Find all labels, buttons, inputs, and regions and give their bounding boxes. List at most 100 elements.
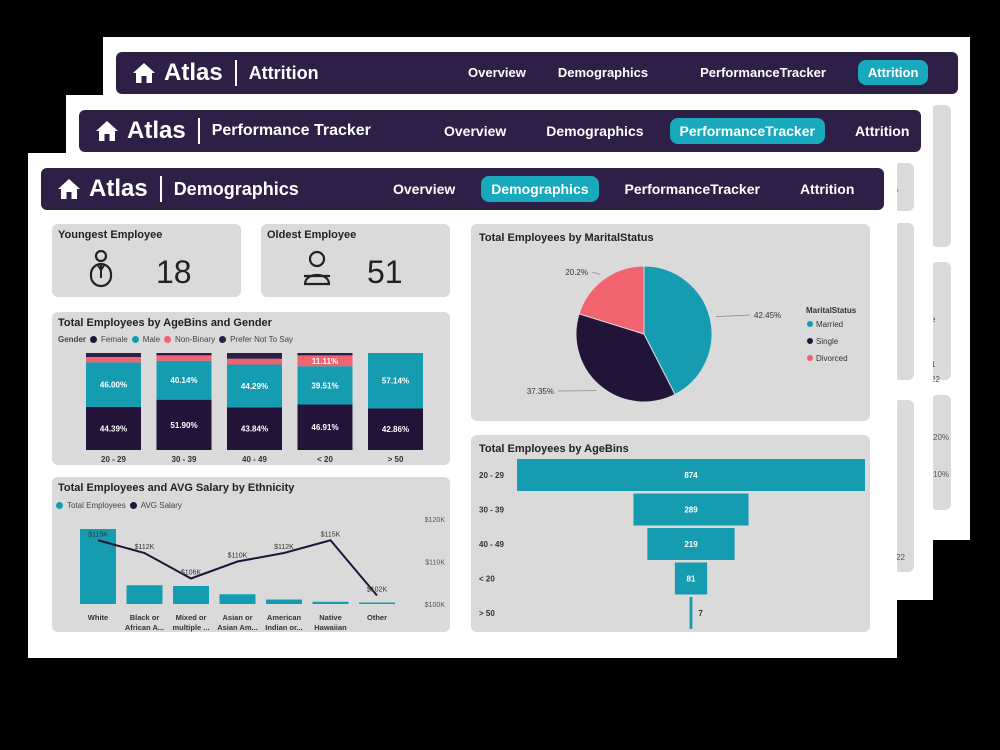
x-tick-label: Other: [367, 613, 387, 622]
home-icon: [58, 179, 80, 199]
bar-segment-female: [156, 399, 212, 450]
attrition-fragment-label: 10%: [933, 470, 950, 479]
nav-demographics[interactable]: Demographics: [557, 65, 649, 80]
pie-leader-line: [715, 314, 751, 318]
kpi-label: Oldest Employee: [267, 229, 357, 241]
legend-dot-prefer-not: [219, 336, 227, 343]
legend-label: Divorced: [816, 354, 848, 363]
y-right-tick-label: $110K: [425, 560, 445, 567]
attrition-card-fragment: [931, 105, 951, 247]
salary-data-label: $115K: [321, 531, 341, 538]
data-label: 289: [684, 506, 698, 515]
salary-line: [97, 539, 378, 597]
performance-nav-bar: Atlas Performance Tracker Overview Demog…: [79, 110, 921, 152]
funnel-bar: [674, 562, 708, 595]
category-label: 20 - 29: [479, 471, 504, 480]
nav-performancetracker[interactable]: PerformanceTracker: [700, 65, 826, 80]
bar-segment-female: [297, 404, 353, 450]
nav-overview[interactable]: Overview: [468, 65, 526, 80]
x-tick-label: 20 - 29: [101, 455, 126, 464]
bar-segment-prefer-not-to-say: [297, 353, 353, 356]
attrition-card-fragment: [931, 262, 951, 380]
x-tick-label: Asian Am...: [217, 623, 258, 632]
chart-title: Total Employees by AgeBins: [479, 443, 629, 455]
salary-data-label: $115K: [88, 531, 108, 538]
data-label: 81: [687, 575, 696, 584]
salary-data-label: $112K: [274, 544, 294, 551]
data-label: 39.51%: [311, 381, 338, 390]
elder-person-icon: [303, 250, 331, 286]
legend-title: Gender: [58, 335, 87, 344]
salary-data-label: $102K: [367, 587, 388, 594]
legend-label: Total Employees: [67, 501, 126, 510]
legend-label: Non-Binary: [175, 335, 216, 344]
bar-segment-female: [86, 406, 141, 450]
title-separator: [159, 176, 162, 202]
nav-attrition[interactable]: Attrition: [854, 123, 910, 139]
data-label: 219: [684, 540, 698, 549]
x-tick-label: American: [267, 613, 302, 622]
nav-performancetracker[interactable]: PerformanceTracker: [669, 118, 825, 144]
brand[interactable]: Atlas: [95, 117, 186, 145]
stacked-bar-chart: 44.39% 46.00% 20 - 29 51.90% 40.14% 30 - 39 43…: [86, 353, 423, 464]
data-label: 46.91%: [311, 423, 338, 432]
attrition-card-fragment: [931, 395, 951, 510]
x-tick-label: Hawaiian: [314, 623, 347, 632]
nav-performancetracker[interactable]: PerformanceTracker: [624, 181, 760, 197]
data-label: 44.39%: [100, 424, 127, 433]
legend-dot-total: [56, 502, 63, 509]
y-right-tick-label: $120K: [425, 517, 446, 524]
data-label: 44.29%: [241, 382, 268, 391]
data-label: 11.11%: [312, 357, 338, 366]
data-label: 42.86%: [382, 425, 409, 434]
page-title: Demographics: [173, 178, 299, 199]
salary-data-label: $106K: [181, 570, 202, 577]
young-person-icon: [89, 250, 113, 288]
brand-name: Atlas: [89, 175, 148, 202]
bar-segment-male: [297, 366, 353, 405]
bar-total-employees: [219, 594, 256, 604]
nav-demographics[interactable]: Demographics: [546, 123, 644, 139]
nav-overview[interactable]: Overview: [393, 181, 456, 197]
pie-slice-single: [575, 313, 676, 403]
performance-card-fragment: [894, 223, 914, 380]
funnel-bar: [633, 493, 749, 526]
marital-pie-chart: 42.45% 37.35% 20.2% MaritalStatus Married Sin…: [527, 265, 857, 403]
nav-attrition[interactable]: Attrition: [799, 181, 855, 197]
category-label: 30 - 39: [479, 506, 504, 515]
data-label: 43.84%: [241, 425, 268, 434]
x-tick-label: 30 - 39: [172, 455, 197, 464]
brand-name: Atlas: [127, 117, 186, 144]
attrition-fragment-label: 1: [931, 360, 936, 369]
nav-overview[interactable]: Overview: [444, 123, 507, 139]
data-label: 874: [684, 471, 698, 480]
brand[interactable]: Atlas: [132, 59, 223, 87]
nav-demographics[interactable]: Demographics: [481, 176, 599, 202]
x-tick-label: Indian or...: [265, 623, 303, 632]
bar-total-employees: [80, 529, 116, 604]
legend-dot-salary: [129, 502, 137, 509]
nav-attrition[interactable]: Attrition: [857, 60, 929, 85]
bar-segment-male: [227, 364, 282, 408]
x-tick-label: > 50: [388, 455, 404, 464]
demographics-nav-bar: Atlas Demographics Overview Demographics…: [41, 168, 884, 210]
ethnicity-card: Total Employees and AVG Salary by Ethnic…: [52, 477, 450, 632]
pie-data-label: 37.35%: [527, 387, 554, 396]
bar-segment-prefer-not-to-say: [86, 353, 141, 357]
x-tick-label: multiple ...: [172, 623, 209, 632]
brand[interactable]: Atlas: [57, 175, 148, 203]
performance-fragment-label: 22: [896, 553, 905, 562]
bar-total-employees: [359, 602, 395, 604]
legend-label: Single: [816, 337, 839, 346]
home-icon: [133, 63, 155, 83]
bar-segment-female: [227, 407, 282, 450]
performance-card-fragment: [894, 163, 914, 211]
chevron-right-icon[interactable]: ›: [895, 183, 899, 197]
category-label: < 20: [479, 575, 495, 584]
bar-segment-male: [368, 353, 423, 409]
x-tick-label: Mixed or: [176, 613, 207, 622]
bar-segment-male: [86, 362, 141, 407]
bar-total-employees: [173, 586, 209, 604]
pie-slice-married: [643, 265, 713, 396]
